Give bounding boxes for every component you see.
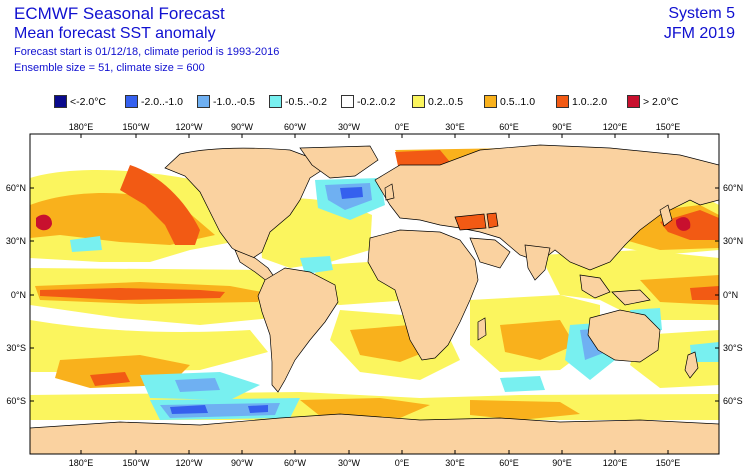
lat-labels-left: 60°N 30°N 0°N 30°S 60°S bbox=[6, 183, 26, 406]
legend-label: -0.2..0.2 bbox=[357, 96, 396, 108]
land-region bbox=[30, 413, 719, 454]
lon-label: 60°E bbox=[499, 458, 519, 468]
system-label: System 5 bbox=[668, 5, 735, 22]
legend-label: -1.0..-0.5 bbox=[213, 96, 256, 108]
legend-swatch bbox=[412, 95, 425, 108]
legend-label: -2.0..-1.0 bbox=[141, 96, 184, 108]
lon-label: 120°W bbox=[175, 458, 203, 468]
legend-label: <-2.0°C bbox=[70, 96, 107, 108]
lon-label: 0°E bbox=[395, 458, 410, 468]
anomaly-region bbox=[120, 165, 200, 245]
lat-label: 30°S bbox=[723, 343, 743, 353]
ensemble-info: Ensemble size = 51, climate size = 600 bbox=[14, 62, 205, 74]
legend-label: 0.2..0.5 bbox=[428, 96, 464, 108]
map-frame bbox=[29, 133, 720, 455]
anomaly-region bbox=[70, 236, 102, 252]
lon-label: 90°E bbox=[552, 122, 572, 132]
lat-label: 30°S bbox=[6, 343, 26, 353]
map-subtitle: Mean forecast SST anomaly bbox=[14, 25, 216, 42]
legend-swatch bbox=[125, 95, 138, 108]
anomaly-region bbox=[470, 400, 580, 420]
lon-label: 30°E bbox=[445, 458, 465, 468]
lon-label: 60°W bbox=[284, 122, 307, 132]
lon-labels-bottom: 180°E 150°W 120°W 90°W 60°W 30°W 0°E 30°… bbox=[69, 458, 681, 468]
lon-label: 120°E bbox=[603, 458, 628, 468]
lon-label: 60°E bbox=[499, 122, 519, 132]
lon-label: 150°E bbox=[656, 458, 681, 468]
legend-swatch bbox=[54, 95, 67, 108]
land-region bbox=[579, 274, 611, 299]
land-region bbox=[367, 229, 479, 361]
legend-label: 1.0..2.0 bbox=[572, 96, 608, 108]
inland-sea bbox=[454, 213, 487, 231]
legend-swatch bbox=[269, 95, 282, 108]
anomaly-region bbox=[175, 378, 220, 392]
anomaly-region bbox=[690, 286, 719, 300]
land-region bbox=[477, 317, 487, 341]
land-region bbox=[524, 244, 551, 281]
land-region bbox=[384, 183, 395, 201]
anomaly-region bbox=[40, 288, 225, 300]
lat-label: 60°S bbox=[723, 396, 743, 406]
land-region bbox=[257, 267, 339, 393]
land-region bbox=[587, 309, 661, 363]
lat-label: 60°S bbox=[6, 396, 26, 406]
lat-label: 60°N bbox=[6, 183, 26, 193]
anomaly-region bbox=[170, 405, 208, 414]
legend-swatch bbox=[341, 95, 354, 108]
anomaly-region bbox=[248, 405, 268, 413]
legend-swatch bbox=[197, 95, 210, 108]
lon-label: 90°W bbox=[231, 458, 254, 468]
land-region bbox=[659, 204, 673, 227]
land-region bbox=[611, 289, 651, 306]
anomaly-region bbox=[500, 320, 575, 360]
legend-swatch bbox=[556, 95, 569, 108]
lon-label: 90°W bbox=[231, 122, 254, 132]
lon-label: 150°W bbox=[122, 458, 150, 468]
lat-label: 30°N bbox=[723, 236, 743, 246]
lon-label: 60°W bbox=[284, 458, 307, 468]
lon-label: 30°W bbox=[338, 458, 361, 468]
lon-label: 180°E bbox=[69, 122, 94, 132]
anomaly-region bbox=[340, 187, 363, 199]
lon-label: 180°E bbox=[69, 458, 94, 468]
lon-label: 150°W bbox=[122, 122, 150, 132]
lat-label: 0°N bbox=[723, 290, 738, 300]
legend-label: -0.5..-0.2 bbox=[285, 96, 328, 108]
anomaly-region bbox=[500, 376, 545, 392]
anomaly-region bbox=[90, 372, 130, 386]
land-masses bbox=[30, 144, 719, 454]
lat-label: 60°N bbox=[723, 183, 743, 193]
lon-label: 120°E bbox=[603, 122, 628, 132]
land-region bbox=[684, 351, 699, 379]
anomaly-region bbox=[300, 398, 430, 418]
lat-labels-right: 60°N 30°N 0°N 30°S 60°S bbox=[723, 183, 743, 406]
anomaly-region bbox=[690, 342, 719, 362]
inland-sea bbox=[486, 212, 499, 229]
legend-swatch bbox=[627, 95, 640, 108]
legend-label: 0.5..1.0 bbox=[500, 96, 536, 108]
lon-labels-top: 180°E 150°W 120°W 90°W 60°W 30°W 0°E 30°… bbox=[69, 122, 681, 132]
land-region bbox=[469, 237, 511, 269]
lon-label: 30°E bbox=[445, 122, 465, 132]
land-region bbox=[299, 145, 379, 179]
land-region bbox=[374, 144, 719, 271]
map-title: ECMWF Seasonal Forecast bbox=[14, 4, 225, 23]
lon-label: 120°W bbox=[175, 122, 203, 132]
lat-label: 0°N bbox=[11, 290, 26, 300]
period-label: JFM 2019 bbox=[663, 25, 735, 42]
lon-label: 30°W bbox=[338, 122, 361, 132]
lon-label: 150°E bbox=[656, 122, 681, 132]
legend-swatch bbox=[484, 95, 497, 108]
lon-label: 0°E bbox=[395, 122, 410, 132]
legend-label: > 2.0°C bbox=[643, 96, 679, 108]
lat-label: 30°N bbox=[6, 236, 26, 246]
anomaly-region bbox=[36, 214, 52, 231]
anomaly-region bbox=[676, 217, 691, 231]
forecast-info: Forecast start is 01/12/18, climate peri… bbox=[14, 46, 280, 58]
graticule-ticks bbox=[30, 134, 719, 454]
anomaly-region bbox=[300, 256, 333, 274]
lon-label: 90°E bbox=[552, 458, 572, 468]
